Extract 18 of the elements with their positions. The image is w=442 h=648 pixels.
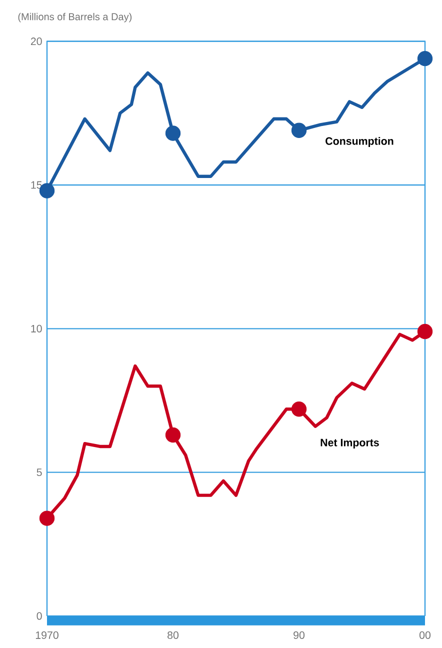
x-tick-label: 90 (294, 631, 305, 639)
point (165, 427, 181, 443)
x-tick-label: 1970 (36, 631, 58, 639)
y-tick-label: 0 (36, 612, 42, 620)
point (291, 122, 307, 138)
series-label: Consumption (326, 137, 394, 147)
point (165, 126, 181, 141)
y-tick-label: 20 (30, 38, 42, 46)
y-tick-label: 5 (36, 468, 42, 476)
x-tick-label: 00 (419, 631, 431, 639)
point (39, 510, 55, 526)
x-tick-label: 80 (168, 631, 179, 639)
series-label: Net Imports (320, 438, 379, 448)
point (417, 50, 433, 66)
y-axis-title: (Millions of Barrels a Day) (18, 12, 132, 22)
point (291, 402, 307, 417)
y-tick-label: 10 (31, 324, 42, 332)
point (417, 324, 433, 340)
